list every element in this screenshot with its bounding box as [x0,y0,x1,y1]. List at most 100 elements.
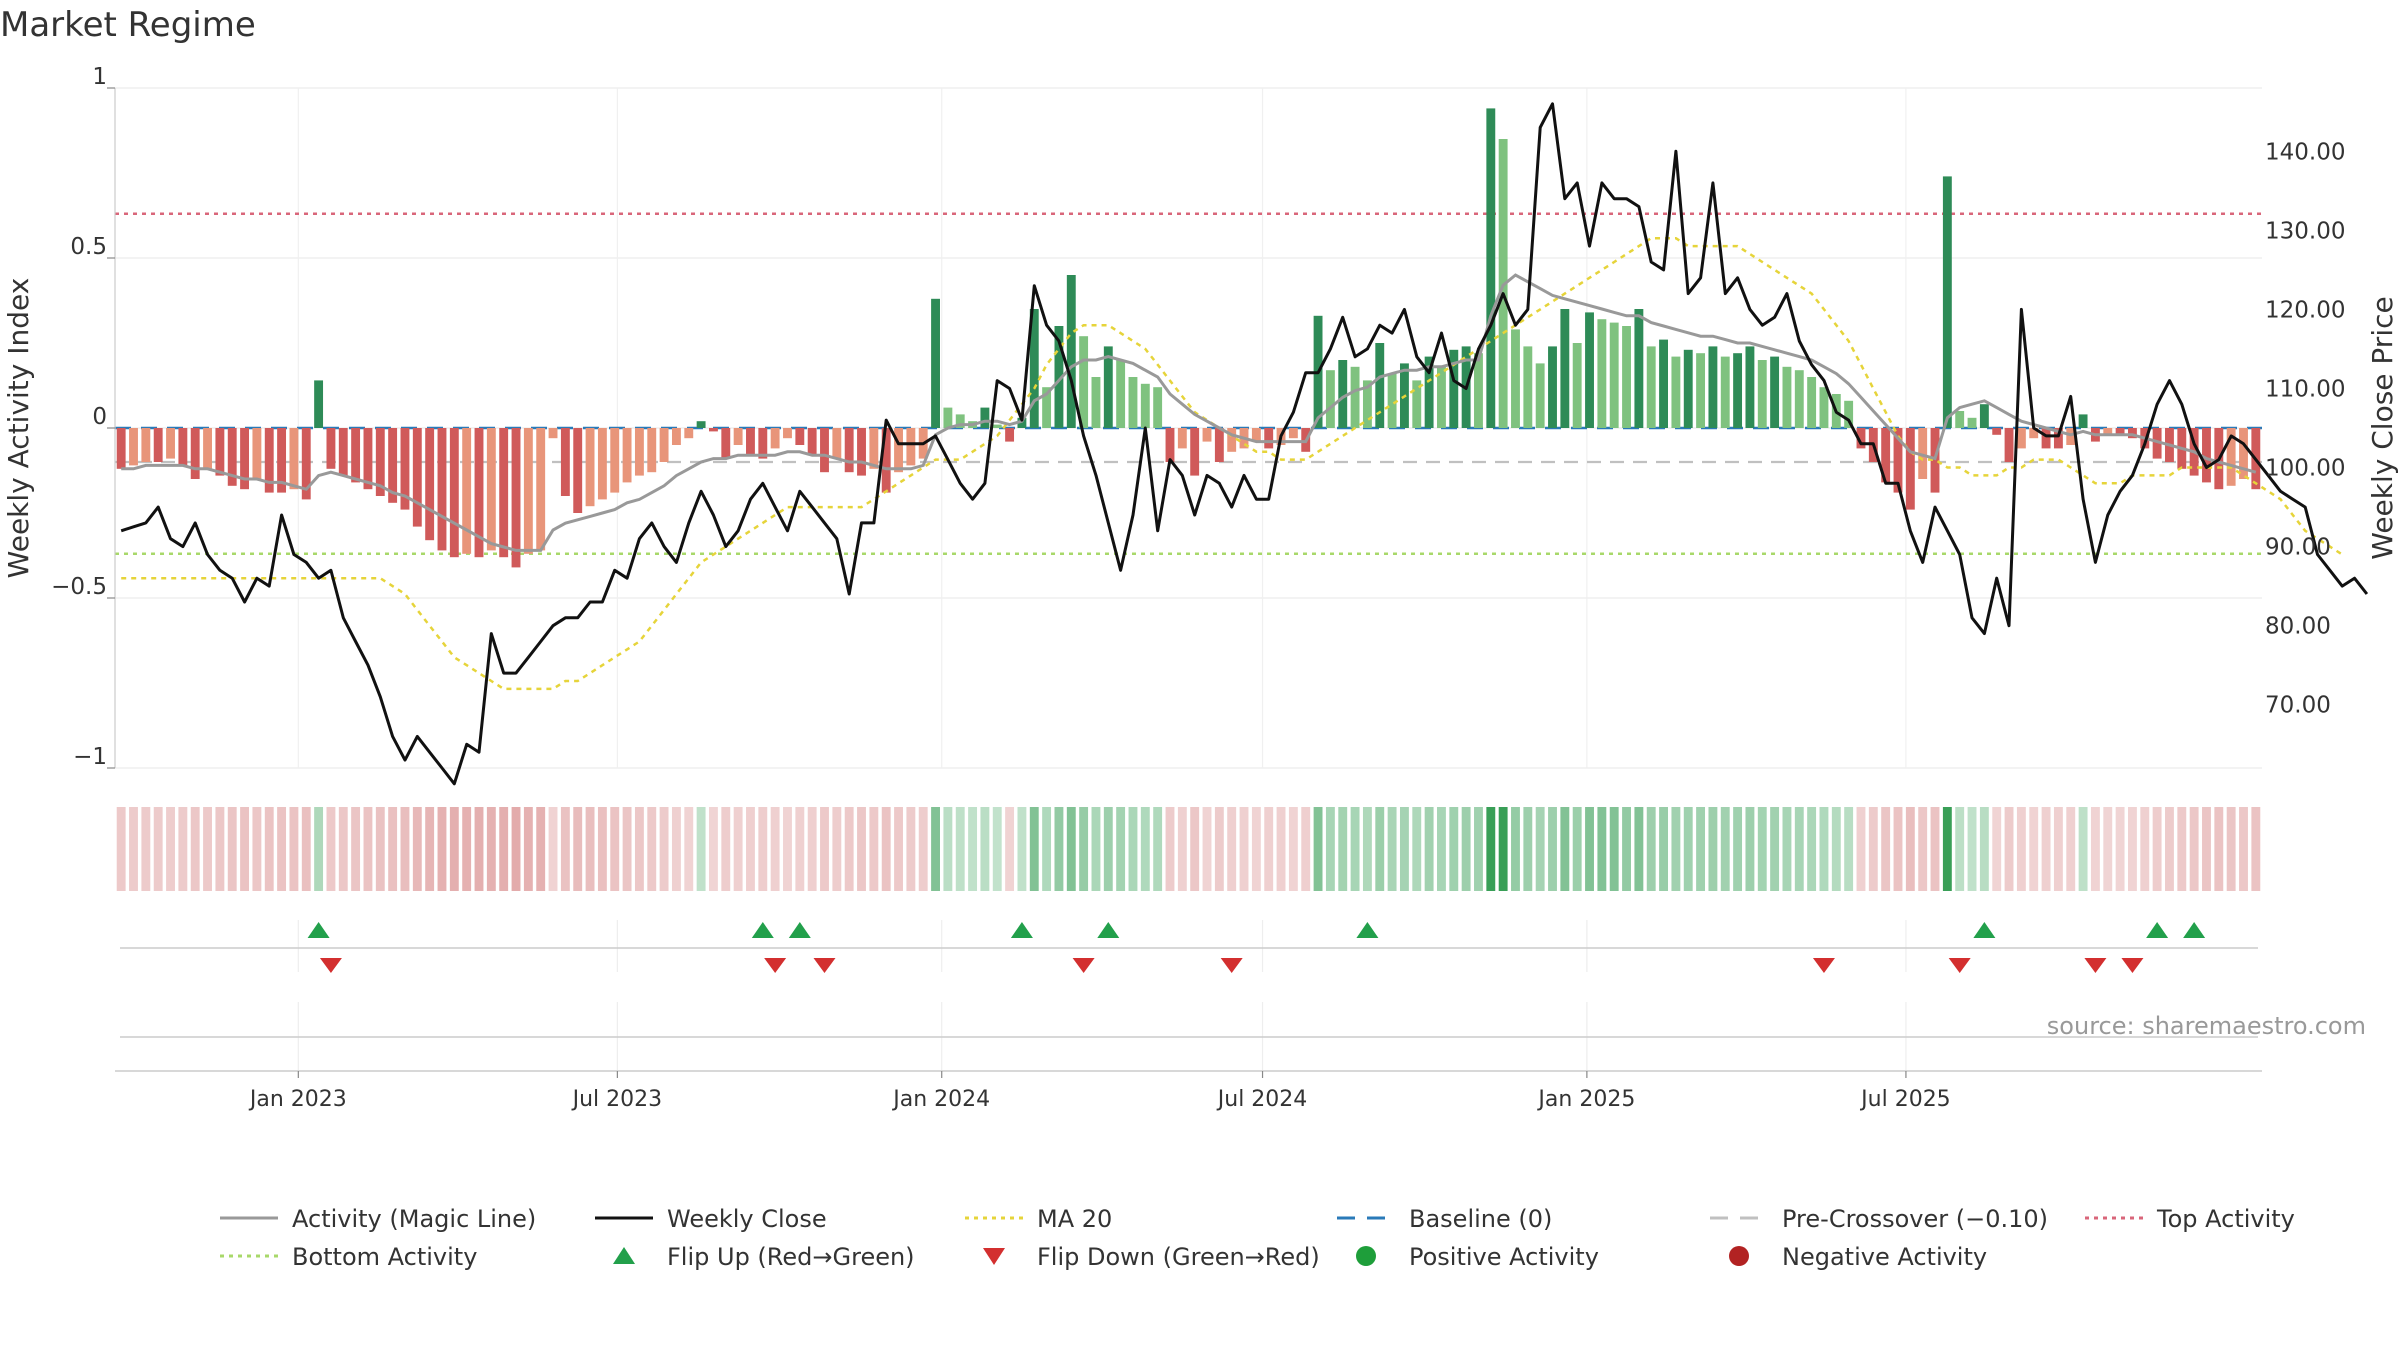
x-tick-label: Jul 2025 [1859,1087,1951,1112]
regime-cell [2214,807,2224,891]
regime-cell [684,807,694,891]
activity-bar [783,428,792,439]
regime-cell [906,807,916,891]
activity-bar [1881,428,1891,483]
regime-cell [1511,807,1520,891]
activity-bar [400,428,410,510]
regime-cell [1757,807,1767,891]
x-tick-label: Jan 2023 [248,1087,347,1112]
regime-cell [1659,807,1668,891]
regime-cell [1177,807,1187,891]
activity-bar [931,298,940,428]
regime-cell [2115,807,2125,891]
regime-cell [523,807,533,891]
activity-bar [1609,322,1619,428]
regime-cell [1881,807,1891,891]
activity-bar [1992,428,2002,435]
regime-cell [351,807,361,891]
activity-bar [758,428,768,459]
regime-cell [2202,807,2211,891]
activity-bar [178,428,188,466]
regime-cell [277,807,287,891]
regime-cell [412,807,422,891]
legend-label: Top Activity [2156,1205,2295,1233]
flip-up-marker [1973,922,1996,938]
regime-cell [1893,807,1903,891]
regime-cell [968,807,978,891]
flip-down-marker [1220,958,1243,973]
regime-cell [1807,807,1817,891]
regime-cell [1819,807,1829,891]
regime-cell [1437,807,1446,891]
regime-cell [1918,807,1928,891]
activity-bar [832,428,842,459]
right-tick-label: 110.00 [2265,376,2345,402]
regime-cell [2103,807,2113,891]
regime-cell [1930,807,1940,891]
activity-bar [462,428,472,554]
activity-bar [1782,366,1792,428]
regime-cell [746,807,755,891]
right-tick-label: 90.00 [2265,535,2331,561]
activity-bar [1979,404,1989,428]
regime-cell [1585,807,1594,891]
regime-cell [1103,807,1113,891]
regime-cell [1572,807,1582,891]
legend-swatch [1356,1246,1376,1266]
regime-cell [425,807,435,891]
regime-cell [1165,807,1175,891]
regime-cell [1202,807,1212,891]
activity-bar [2115,428,2125,435]
activity-bar [1597,319,1607,428]
activity-bar [955,414,965,428]
activity-bar [1202,428,1212,442]
activity-bar [2152,428,2162,459]
regime-cell [869,807,879,891]
activity-bar [523,428,533,554]
regime-cell [511,807,521,891]
regime-cell [622,807,632,891]
regime-cell [610,807,620,891]
activity-bar [1449,349,1459,428]
activity-bar [1350,366,1360,428]
grid-layer [115,87,2262,1070]
activity-bar [1844,400,1854,428]
right-tick-label: 120.00 [2265,297,2345,323]
regime-cell [289,807,299,891]
regime-cell [2226,807,2236,891]
regime-cell [1276,807,1286,891]
regime-cell [807,807,817,891]
regime-cell [721,807,731,891]
chart-title: Market Regime [0,5,256,45]
legend-label: Bottom Activity [292,1243,477,1271]
activity-bar [1708,346,1718,428]
activity-bar [2226,428,2236,486]
flip-up-marker [1097,922,1120,938]
activity-bar [1190,428,1200,476]
regime-cell [1708,807,1718,891]
activity-bar [857,428,866,476]
regime-cell [2152,807,2162,891]
activity-bar [1622,326,1631,428]
activity-bar [1535,363,1545,428]
activity-bar [943,407,953,428]
legend-swatch [613,1247,635,1264]
activity-bar [1560,309,1570,428]
right-tick-label: 100.00 [2265,456,2345,482]
activity-bar [1511,329,1520,428]
activity-bar [1177,428,1187,449]
legend-label: Flip Up (Red→Green) [667,1243,915,1271]
activity-bar [1967,417,1977,428]
regime-cell [2029,807,2039,891]
activity-bar [2029,428,2039,439]
activity-bar [351,428,361,483]
activity-bar [709,428,718,432]
activity-bar [1375,343,1385,428]
regime-cell [400,807,410,891]
activity-bar [807,428,817,456]
activity-bar [844,428,854,473]
regime-cell [1474,807,1483,891]
regime-cell [992,807,1002,891]
activity-bar [1548,346,1557,428]
